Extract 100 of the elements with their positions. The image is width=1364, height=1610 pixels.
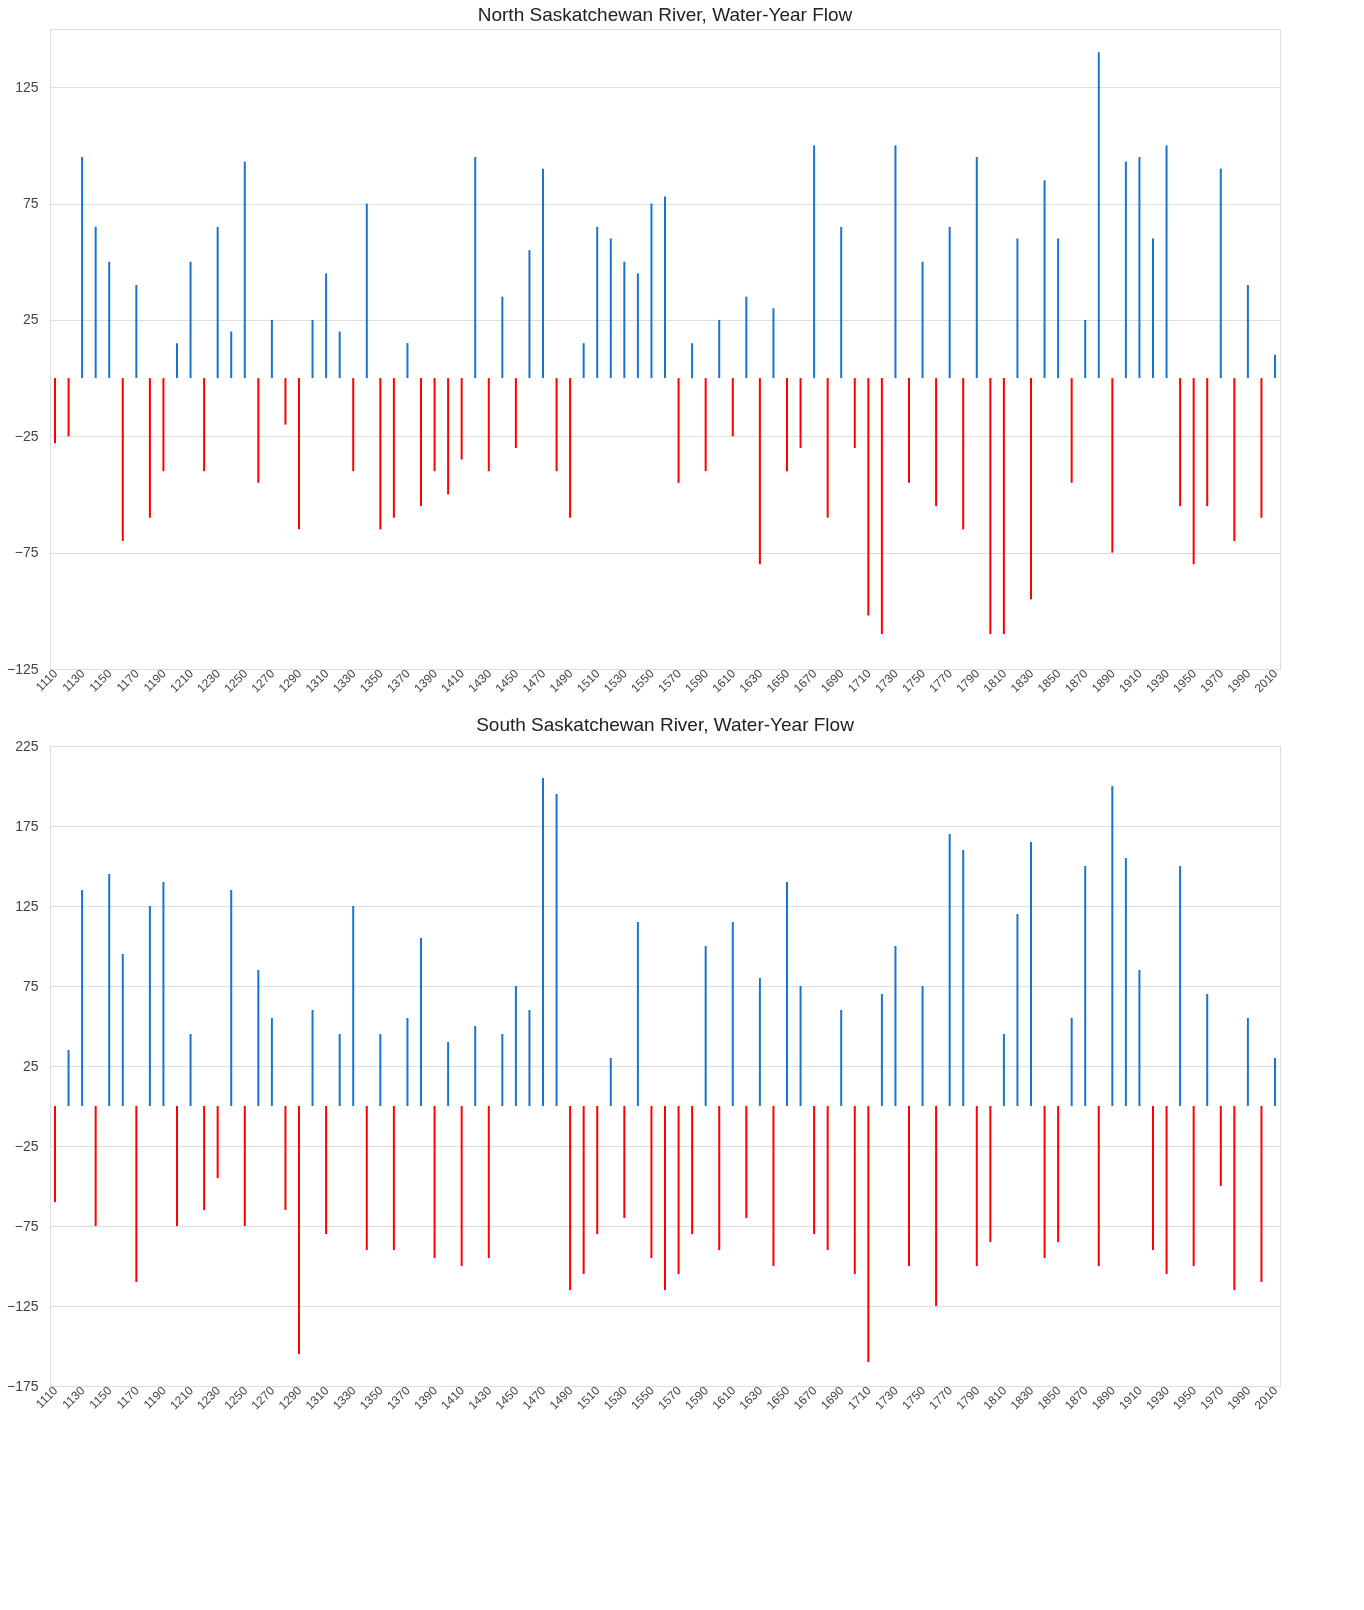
bar	[636, 273, 639, 379]
bar	[1124, 161, 1127, 379]
bar	[704, 946, 707, 1106]
bar	[203, 1106, 206, 1210]
bar	[352, 378, 355, 472]
y-tick-label: −75	[14, 1217, 39, 1234]
bar	[230, 890, 233, 1106]
bar	[745, 1106, 748, 1218]
bar	[420, 378, 422, 507]
y-tick-label: 75	[22, 977, 39, 994]
bar	[691, 343, 694, 379]
y-tick-label: −25	[14, 427, 39, 444]
bar	[284, 378, 287, 425]
bar	[1274, 354, 1276, 379]
bar	[365, 1106, 368, 1250]
bar	[569, 378, 572, 518]
bar	[1138, 970, 1141, 1106]
bar	[379, 378, 382, 530]
bar	[664, 1106, 666, 1290]
bar	[1084, 866, 1087, 1106]
bar	[935, 1106, 938, 1306]
bar	[1206, 378, 1209, 507]
y-tick-label: 175	[15, 817, 39, 834]
bar	[569, 1106, 572, 1290]
bar	[718, 1106, 721, 1250]
bar	[1152, 238, 1154, 379]
bar	[894, 946, 897, 1106]
bar	[786, 378, 788, 472]
bar	[433, 1106, 436, 1258]
bar	[94, 1106, 97, 1226]
bar	[216, 1106, 219, 1178]
bar	[1152, 1106, 1154, 1250]
bar	[1219, 1106, 1222, 1186]
bar	[908, 1106, 910, 1266]
bar	[162, 882, 165, 1106]
bar	[1111, 378, 1114, 553]
bar	[582, 343, 585, 379]
bar	[542, 778, 544, 1106]
y-tick-label: −125	[6, 660, 39, 677]
bar	[406, 343, 409, 379]
bar	[311, 319, 314, 379]
bar	[677, 378, 680, 483]
bar	[81, 157, 84, 379]
bar	[826, 1106, 829, 1250]
bar	[745, 296, 748, 379]
bar	[650, 1106, 653, 1258]
bar	[325, 1106, 328, 1234]
bar	[867, 1106, 870, 1362]
bar	[758, 378, 761, 565]
bar	[840, 1010, 843, 1106]
bar	[989, 1106, 992, 1242]
bar	[1260, 1106, 1263, 1282]
bar	[284, 1106, 287, 1210]
y-tick-label: 25	[22, 1057, 39, 1074]
bar	[1097, 52, 1100, 379]
y-tick-label: −175	[6, 1377, 39, 1394]
bar	[948, 226, 951, 379]
bar	[257, 378, 260, 483]
bar	[731, 922, 734, 1106]
bar	[230, 331, 233, 379]
bar	[1165, 1106, 1168, 1274]
bar	[1206, 994, 1209, 1106]
bar	[54, 378, 56, 444]
bar	[908, 378, 910, 483]
bar	[799, 378, 802, 448]
bar	[148, 906, 151, 1106]
y-tick-label: 125	[15, 78, 39, 95]
bar	[935, 378, 938, 507]
bar	[379, 1034, 382, 1106]
bar	[623, 261, 626, 379]
chart-title: South Saskatchewan River, Water-Year Flow	[476, 714, 855, 735]
bar	[1138, 157, 1141, 379]
bar	[650, 203, 653, 379]
y-tick-label: −75	[14, 544, 39, 561]
y-tick-label: 225	[15, 737, 39, 754]
chart-title: North Saskatchewan River, Water-Year Flow	[477, 4, 853, 25]
bar	[623, 1106, 626, 1218]
bar	[1030, 842, 1032, 1106]
bar	[1057, 1106, 1060, 1242]
bar	[460, 1106, 463, 1266]
bar	[867, 378, 870, 616]
bar	[1179, 866, 1182, 1106]
bar	[840, 226, 843, 379]
bar	[691, 1106, 694, 1234]
bar	[94, 226, 97, 379]
y-tick-label: 25	[22, 311, 39, 328]
bar	[1246, 1018, 1249, 1106]
bar	[270, 319, 273, 379]
bar	[1260, 378, 1263, 518]
bar	[203, 378, 206, 472]
bar	[758, 978, 761, 1106]
bar	[677, 1106, 680, 1274]
bar	[609, 1058, 612, 1106]
bar	[542, 168, 544, 379]
bar	[731, 378, 734, 437]
bar	[81, 890, 84, 1106]
bar	[664, 196, 666, 379]
bar	[1233, 1106, 1236, 1290]
bar	[162, 378, 165, 472]
bar	[975, 157, 978, 379]
